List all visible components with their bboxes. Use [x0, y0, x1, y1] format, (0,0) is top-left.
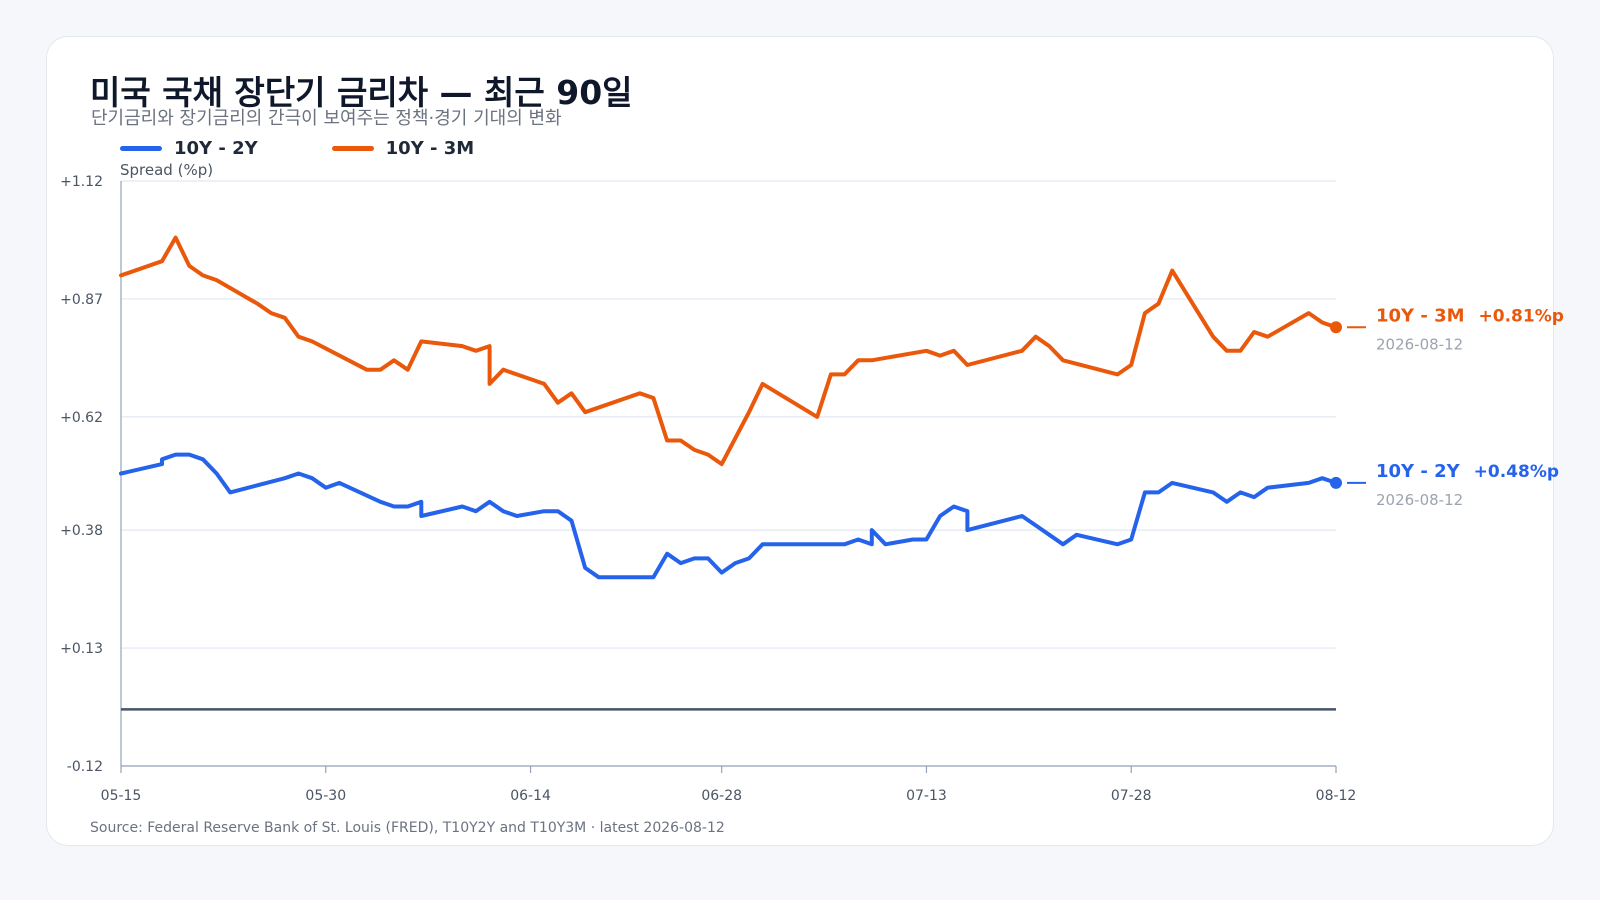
x-tick-label: 07-13 [906, 788, 947, 804]
series-line-10y3m [119, 235, 1338, 467]
x-tick-label: 05-30 [305, 788, 346, 804]
y-tick-label: +0.38 [60, 523, 103, 539]
x-tick-label: 07-28 [1111, 788, 1152, 804]
legend-swatch-10y3m [331, 146, 374, 151]
end-point-10y2y [1330, 476, 1342, 489]
x-tick-label: 06-14 [510, 788, 551, 804]
end-label-value-10y3m: +0.81%p [1479, 306, 1564, 326]
end-label-name-10y2y: 10Y - 2Y [1376, 461, 1461, 482]
series-line-10y2y [119, 452, 1338, 580]
x-tick-label: 08-12 [1316, 788, 1357, 804]
y-tick-label: +0.87 [60, 292, 103, 308]
legend-item-10y2y: 10Y - 2Y [120, 138, 258, 159]
y-tick-label: -0.12 [67, 759, 103, 775]
legend-label-10y2y: 10Y - 2Y [174, 138, 258, 159]
source-note: Source: Federal Reserve Bank of St. Loui… [90, 820, 725, 836]
y-tick-label: +1.12 [60, 174, 103, 190]
end-label-date-10y2y: 2026-08-12 [1376, 491, 1463, 509]
y-tick-label: +0.13 [60, 641, 103, 657]
y-tick-label: +0.62 [60, 410, 103, 426]
end-label-date-10y3m: 2026-08-12 [1376, 335, 1463, 353]
end-label-name-10y3m: 10Y - 3M [1376, 305, 1465, 326]
y-axis-title: Spread (%p) [120, 161, 214, 179]
end-point-10y3m [1330, 321, 1342, 334]
x-tick-label: 06-28 [701, 788, 742, 804]
end-label-value-10y2y: +0.48%p [1474, 462, 1559, 482]
legend-swatch-10y2y [120, 146, 162, 151]
legend: 10Y - 2Y 10Y - 3M [120, 138, 474, 159]
chart-subtitle: 단기금리와 장기금리의 간극이 보여주는 정책·경기 기대의 변화 [91, 108, 562, 129]
legend-item-10y3m: 10Y - 3M [331, 138, 475, 159]
chart-card [46, 36, 1554, 846]
x-tick-label: 05-15 [101, 788, 142, 804]
chart-title: 미국 국채 장단기 금리차 — 최근 90일 [90, 73, 633, 112]
legend-label-10y3m: 10Y - 3M [385, 138, 475, 159]
